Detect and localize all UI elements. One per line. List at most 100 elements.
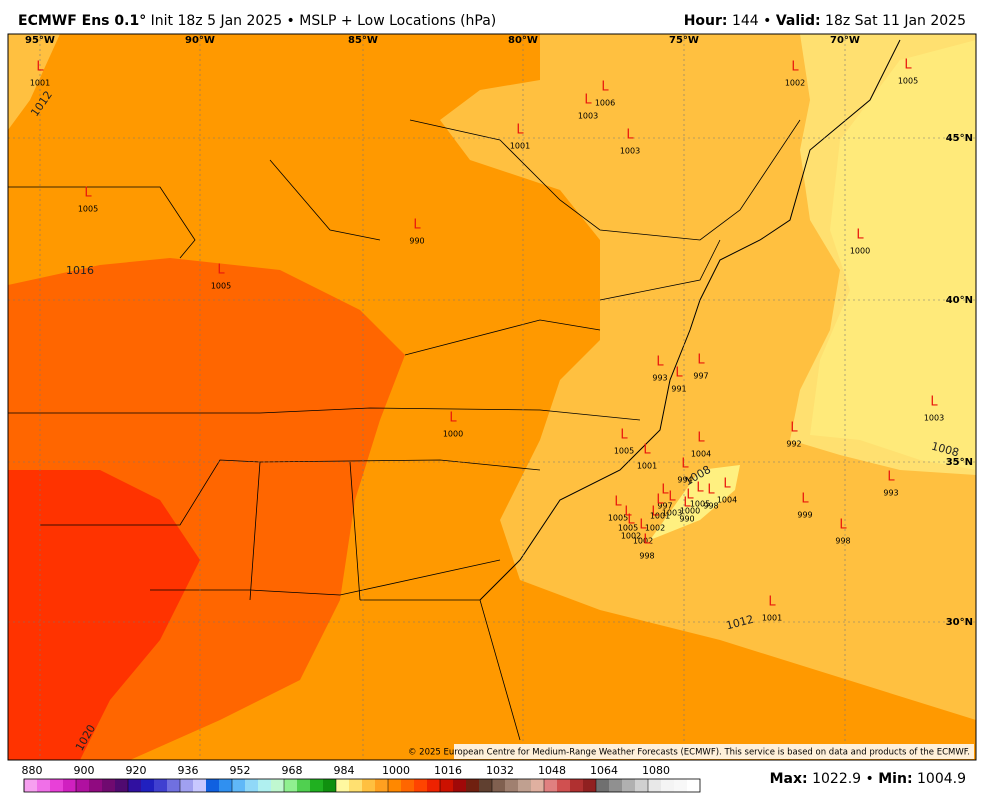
low-pressure: 1005 bbox=[618, 524, 638, 533]
low-symbol: L bbox=[656, 355, 664, 370]
low-pressure: 1001 bbox=[510, 142, 530, 151]
colorbar-swatch bbox=[310, 779, 324, 792]
colorbar-swatch bbox=[648, 779, 662, 792]
low-pressure: 1004 bbox=[691, 450, 711, 459]
colorbar-swatch bbox=[661, 779, 675, 792]
latitude-label: 35°N bbox=[946, 457, 973, 468]
longitude-label: 70°W bbox=[830, 35, 860, 46]
header-title: ECMWF Ens 0.1° Init 18z 5 Jan 2025 • MSL… bbox=[18, 13, 496, 29]
colorbar-swatch bbox=[154, 779, 168, 792]
colorbar-swatch bbox=[180, 779, 194, 792]
colorbar-swatch bbox=[596, 779, 610, 792]
low-pressure: 994 bbox=[677, 476, 692, 485]
colorbar-swatch bbox=[232, 779, 246, 792]
low-pressure: 1003 bbox=[578, 112, 598, 121]
low-symbol: L bbox=[887, 470, 895, 485]
low-symbol: L bbox=[516, 123, 524, 138]
low-symbol: L bbox=[36, 60, 44, 75]
colorbar-swatch bbox=[89, 779, 103, 792]
colorbar-swatch bbox=[570, 779, 584, 792]
colorbar-swatch bbox=[674, 779, 688, 792]
latitude-label: 30°N bbox=[946, 617, 973, 628]
low-pressure: 1001 bbox=[637, 462, 657, 471]
colorbar-swatch bbox=[544, 779, 558, 792]
colorbar-swatch bbox=[466, 779, 480, 792]
latitude-label: 45°N bbox=[946, 133, 973, 144]
colorbar-swatch bbox=[297, 779, 311, 792]
low-symbol: L bbox=[697, 431, 705, 446]
low-symbol: L bbox=[675, 366, 683, 381]
low-pressure: 1001 bbox=[650, 512, 670, 521]
low-pressure: 1000 bbox=[850, 247, 870, 256]
pressure-fill bbox=[8, 470, 200, 760]
colorbar-swatch bbox=[518, 779, 532, 792]
low-symbol: L bbox=[584, 93, 592, 108]
colorbar-label: 1000 bbox=[382, 764, 410, 777]
low-symbol: L bbox=[696, 481, 704, 496]
low-pressure: 993 bbox=[883, 489, 898, 498]
colorbar-swatch bbox=[687, 779, 701, 792]
colorbar-swatch bbox=[284, 779, 298, 792]
colorbar-label: 1016 bbox=[434, 764, 462, 777]
low-pressure: 1005 bbox=[78, 205, 98, 214]
colorbar-label: 1032 bbox=[486, 764, 514, 777]
colorbar-swatch bbox=[76, 779, 90, 792]
colorbar-swatch bbox=[492, 779, 506, 792]
low-pressure: 1005 bbox=[211, 282, 231, 291]
low-symbol: L bbox=[624, 505, 632, 520]
low-symbol: L bbox=[856, 228, 864, 243]
low-symbol: L bbox=[627, 513, 635, 528]
stats: Max: 1022.9 • Min: 1004.9 bbox=[770, 771, 966, 787]
low-pressure: 1005 bbox=[898, 77, 918, 86]
low-symbol: L bbox=[707, 483, 715, 498]
copyright: © 2025 European Centre for Medium-Range … bbox=[408, 748, 970, 758]
low-symbol: L bbox=[656, 493, 664, 508]
low-pressure: 1000 bbox=[680, 507, 700, 516]
contour-label: 1016 bbox=[66, 264, 94, 277]
low-symbol: L bbox=[768, 595, 776, 610]
colorbar-swatch bbox=[128, 779, 142, 792]
low-symbol: L bbox=[661, 483, 669, 498]
colorbar-label: 1064 bbox=[590, 764, 618, 777]
low-pressure: 997 bbox=[693, 372, 708, 381]
header-valid: Hour: 144 • Valid: 18z Sat 11 Jan 2025 bbox=[684, 13, 966, 29]
colorbar-swatch bbox=[245, 779, 259, 792]
low-pressure: 998 bbox=[703, 502, 718, 511]
low-symbol: L bbox=[84, 186, 92, 201]
colorbar-swatch bbox=[63, 779, 77, 792]
colorbar-swatch bbox=[50, 779, 64, 792]
low-symbol: L bbox=[643, 443, 651, 458]
colorbar-swatch bbox=[505, 779, 519, 792]
colorbar-swatch bbox=[427, 779, 441, 792]
low-pressure: 993 bbox=[652, 374, 667, 383]
low-symbol: L bbox=[790, 421, 798, 436]
colorbar-swatch bbox=[388, 779, 402, 792]
low-symbol: L bbox=[601, 80, 609, 95]
low-pressure: 1002 bbox=[645, 524, 665, 533]
low-pressure: 998 bbox=[639, 552, 654, 561]
low-symbol: L bbox=[668, 490, 676, 505]
low-symbol: L bbox=[217, 263, 225, 278]
colorbar-swatch bbox=[583, 779, 597, 792]
colorbar-swatch bbox=[219, 779, 233, 792]
longitude-label: 90°W bbox=[185, 35, 215, 46]
colorbar-swatch bbox=[622, 779, 636, 792]
low-symbol: L bbox=[639, 518, 647, 533]
longitude-label: 75°W bbox=[669, 35, 699, 46]
low-symbol: L bbox=[651, 505, 659, 520]
low-pressure: 1001 bbox=[30, 79, 50, 88]
colorbar-label: 1080 bbox=[642, 764, 670, 777]
low-symbol: L bbox=[681, 457, 689, 472]
latitude-label: 40°N bbox=[946, 295, 973, 306]
low-symbol: L bbox=[723, 477, 731, 492]
low-pressure: 1002 bbox=[633, 537, 653, 546]
colorbar-swatch bbox=[414, 779, 428, 792]
colorbar-swatch bbox=[336, 779, 350, 792]
colorbar-swatch bbox=[362, 779, 376, 792]
low-pressure: 1001 bbox=[762, 614, 782, 623]
colorbar-swatch bbox=[349, 779, 363, 792]
low-pressure: 1002 bbox=[621, 532, 641, 541]
colorbar-swatch bbox=[453, 779, 467, 792]
low-symbol: L bbox=[839, 518, 847, 533]
